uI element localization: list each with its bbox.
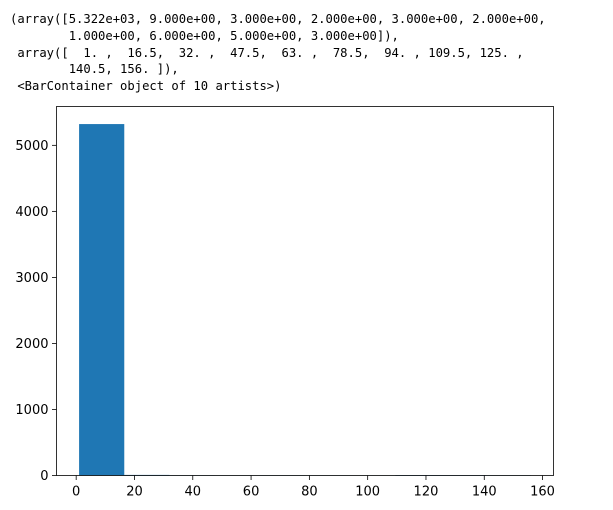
y-tick-label: 0 bbox=[40, 469, 48, 484]
histogram-bar bbox=[79, 124, 125, 476]
y-tick-label: 1000 bbox=[15, 403, 48, 418]
x-tick-label: 40 bbox=[185, 485, 202, 500]
x-tick-label: 140 bbox=[472, 485, 497, 500]
x-axis: 0 20 40 60 80 100 120 140 160 bbox=[72, 475, 555, 500]
x-tick-label: 80 bbox=[301, 485, 318, 500]
cell-output-text: (array([5.322e+03, 9.000e+00, 3.000e+00,… bbox=[10, 11, 546, 95]
output-line: 1.000e+00, 6.000e+00, 5.000e+00, 3.000e+… bbox=[10, 28, 399, 43]
x-tick-label: 100 bbox=[355, 485, 380, 500]
x-tick-label: 160 bbox=[530, 485, 555, 500]
output-line: array([ 1. , 16.5, 32. , 47.5, 63. , 78.… bbox=[10, 45, 524, 60]
output-line: (array([5.322e+03, 9.000e+00, 3.000e+00,… bbox=[10, 12, 546, 26]
y-tick-label: 4000 bbox=[15, 205, 48, 220]
output-line: <BarContainer object of 10 artists>) bbox=[10, 79, 282, 94]
bars-group bbox=[79, 124, 531, 476]
y-tick-label: 5000 bbox=[15, 139, 48, 154]
x-tick-label: 0 bbox=[72, 485, 80, 500]
x-tick-label: 120 bbox=[414, 485, 439, 500]
x-tick-label: 20 bbox=[126, 485, 143, 500]
plot-frame bbox=[56, 106, 554, 476]
y-tick-label: 3000 bbox=[15, 271, 48, 286]
y-axis: 0 1000 2000 3000 4000 5000 bbox=[15, 139, 57, 484]
output-line: 140.5, 156. ]), bbox=[10, 62, 179, 77]
x-tick-label: 60 bbox=[243, 485, 260, 500]
y-tick-label: 2000 bbox=[15, 337, 48, 352]
